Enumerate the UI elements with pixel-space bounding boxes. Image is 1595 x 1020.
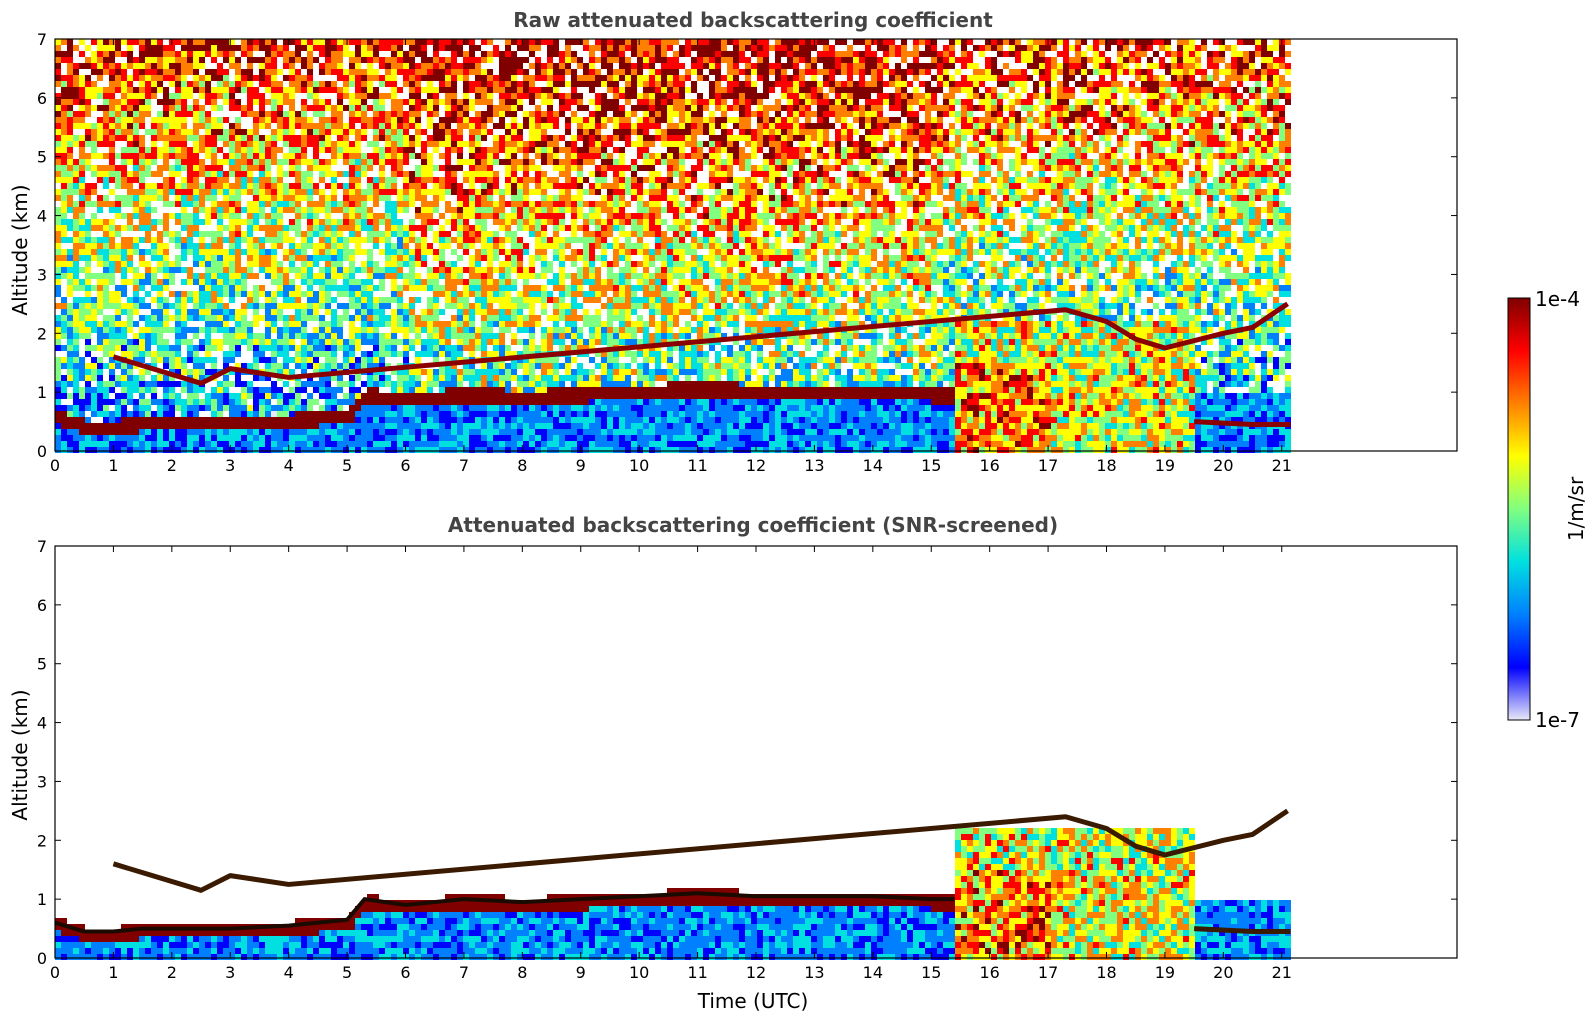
x-tick-label: 15 [921,963,941,982]
y-tick-label: 5 [37,148,47,167]
x-tick-label: 4 [284,963,294,982]
x-tick-label: 8 [517,963,527,982]
x-tick-label: 18 [1096,963,1116,982]
heatmap-plot-area [54,546,1457,960]
y-tick-label: 6 [37,596,47,615]
y-axis-label: Altitude (km) [8,184,32,315]
x-tick-label: 21 [1272,456,1292,475]
x-tick-label: 2 [167,456,177,475]
x-tick-label: 20 [1213,963,1233,982]
x-tick-label: 10 [629,963,649,982]
y-tick-label: 4 [37,714,47,733]
x-tick-label: 3 [225,963,235,982]
x-tick-label: 6 [400,456,410,475]
x-tick-label: 14 [863,456,883,475]
x-tick-label: 1 [108,963,118,982]
colorbar-label: 1/m/sr [1564,476,1588,541]
x-tick-label: 2 [167,963,177,982]
panel-raw: Raw attenuated backscattering coefficien… [8,8,1458,475]
x-tick-label: 21 [1272,963,1292,982]
x-tick-label: 9 [576,456,586,475]
y-tick-label: 1 [37,890,47,909]
x-tick-label: 1 [108,456,118,475]
x-tick-label: 0 [50,963,60,982]
x-tick-label: 15 [921,456,941,475]
y-axis-label: Altitude (km) [8,689,32,820]
colorbar: 1e-4 1e-7 1/m/sr [1507,287,1588,732]
x-tick-label: 0 [50,456,60,475]
x-tick-label: 12 [746,963,766,982]
y-tick-label: 3 [37,772,47,791]
x-tick-label: 10 [629,456,649,475]
x-tick-label: 9 [576,963,586,982]
panel-screened: Attenuated backscattering coefficient (S… [8,513,1458,1013]
y-tick-label: 2 [37,324,47,343]
x-tick-label: 3 [225,456,235,475]
x-tick-label: 17 [1038,456,1058,475]
x-tick-label: 14 [863,963,883,982]
axes: 0 1 2 3 4 5 6 7 8 9 10 11 12 13 14 15 16 17 18 19 20 21012345… [37,30,1458,475]
y-tick-label: 3 [37,265,47,284]
x-tick-label: 16 [979,963,999,982]
x-tick-label: 5 [342,456,352,475]
y-tick-label: 0 [37,949,47,968]
x-tick-label: 13 [804,963,824,982]
x-tick-label: 19 [1155,963,1175,982]
colorbar-gradient [1507,297,1531,721]
x-axis-label: Time (UTC) [697,989,809,1013]
y-tick-label: 4 [37,207,47,226]
x-tick-label: 13 [804,456,824,475]
heatmap-plot-area [55,39,1457,453]
axes: 0 1 2 3 4 5 6 7 8 9 10 11 12 13 14 15 16 17 18 19 20 21012345… [37,537,1458,982]
y-tick-label: 7 [37,30,47,49]
x-tick-label: 11 [687,963,707,982]
y-tick-label: 6 [37,89,47,108]
y-tick-label: 5 [37,655,47,674]
x-tick-label: 5 [342,963,352,982]
x-tick-label: 18 [1096,456,1116,475]
colorbar-min-label: 1e-7 [1535,708,1580,732]
y-tick-label: 2 [37,831,47,850]
x-tick-label: 12 [746,456,766,475]
x-tick-label: 17 [1038,963,1058,982]
chart-title: Attenuated backscattering coefficient (S… [448,513,1058,537]
x-tick-label: 8 [517,456,527,475]
x-tick-label: 7 [459,456,469,475]
x-tick-label: 4 [284,456,294,475]
y-tick-label: 7 [37,537,47,556]
x-tick-label: 19 [1155,456,1175,475]
x-tick-label: 6 [400,963,410,982]
x-tick-label: 11 [687,456,707,475]
y-tick-label: 0 [37,442,47,461]
x-tick-label: 16 [979,456,999,475]
x-tick-label: 20 [1213,456,1233,475]
colorbar-max-label: 1e-4 [1535,287,1580,311]
x-tick-label: 7 [459,963,469,982]
y-tick-label: 1 [37,383,47,402]
chart-title: Raw attenuated backscattering coefficien… [513,8,993,32]
